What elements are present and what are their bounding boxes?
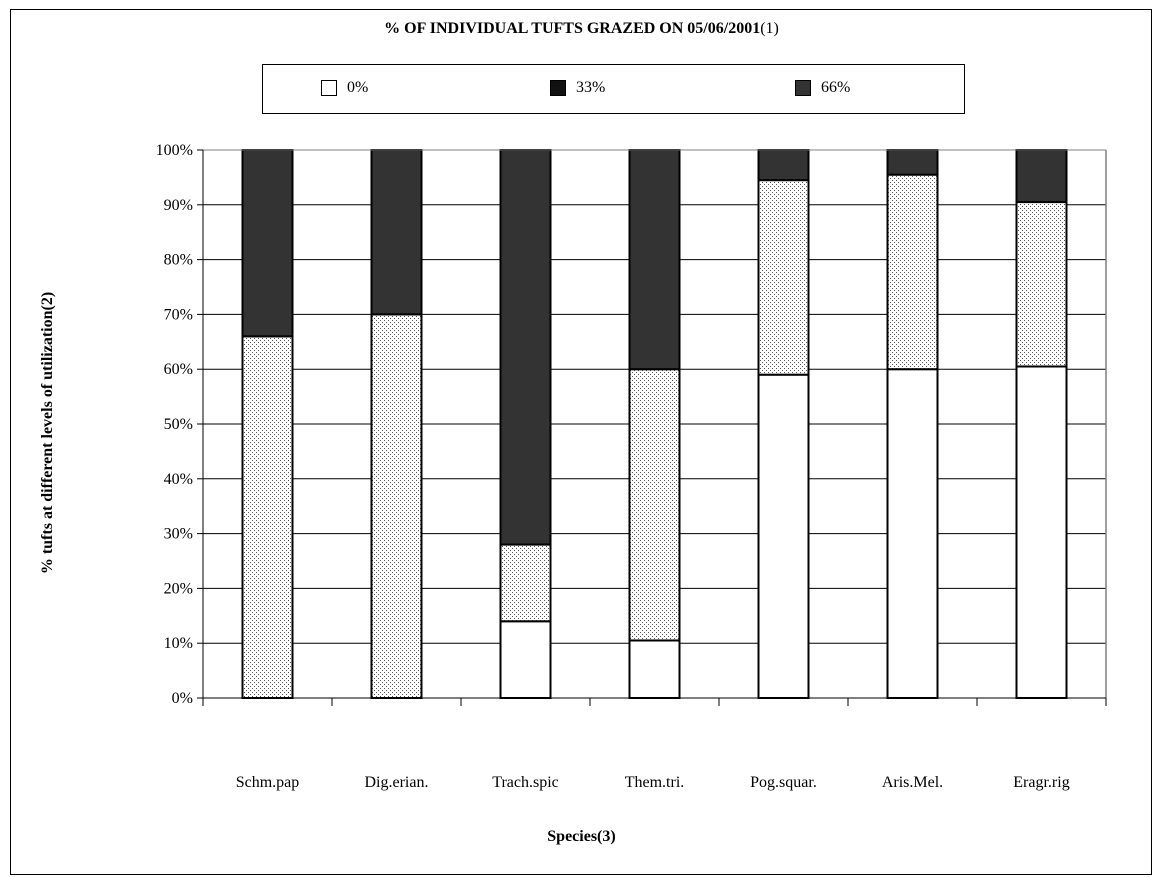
x-tick-label: Pog.squar. bbox=[750, 774, 817, 791]
bar-segment-33pct bbox=[499, 543, 552, 623]
y-tick-label: 50% bbox=[164, 416, 193, 433]
y-tick-label: 30% bbox=[164, 526, 193, 543]
legend-swatch-0 bbox=[321, 80, 337, 96]
legend-item-1: 33% bbox=[550, 78, 605, 98]
bar-segment-0pct bbox=[886, 368, 939, 699]
bar-segment-33pct bbox=[757, 179, 810, 376]
y-tick-label: 80% bbox=[164, 252, 193, 269]
bar-segment-66pct bbox=[1015, 149, 1068, 204]
bar-segment-0pct bbox=[628, 639, 681, 700]
chart-frame bbox=[10, 9, 1152, 875]
bar-segment-33pct bbox=[628, 368, 681, 642]
y-tick-label: 90% bbox=[164, 197, 193, 214]
y-tick-label: 60% bbox=[164, 361, 193, 378]
x-tick-label: Schm.pap bbox=[236, 774, 300, 791]
chart-title-text: % OF INDIVIDUAL TUFTS GRAZED ON 05/06/20… bbox=[384, 20, 761, 37]
y-tick-label: 20% bbox=[164, 580, 193, 597]
y-tick-label: 10% bbox=[164, 635, 193, 652]
y-tick-label: 100% bbox=[156, 142, 193, 159]
x-axis-label: Species(3) bbox=[547, 828, 616, 845]
chart-title-suffix: (1) bbox=[760, 20, 779, 37]
legend-item-2: 66% bbox=[795, 78, 850, 98]
chart-title: % OF INDIVIDUAL TUFTS GRAZED ON 05/06/20… bbox=[0, 20, 1163, 38]
legend-label-1: 33% bbox=[576, 79, 606, 96]
bar-segment-33pct bbox=[886, 173, 939, 371]
y-tick-label: 0% bbox=[172, 690, 193, 707]
x-tick-label: Eragr.rig bbox=[1013, 774, 1069, 791]
legend-swatch-2 bbox=[795, 80, 811, 96]
legend-label-2: 66% bbox=[821, 79, 851, 96]
x-tick-label: Dig.erian. bbox=[365, 774, 429, 791]
bar-segment-66pct bbox=[499, 149, 552, 546]
x-tick-label: Trach.spic bbox=[492, 774, 559, 791]
y-tick-label: 40% bbox=[164, 471, 193, 488]
legend-item-0: 0% bbox=[321, 78, 368, 98]
bar-segment-0pct bbox=[1015, 365, 1068, 699]
legend: 0% 33% 66% bbox=[262, 64, 965, 114]
bar-segment-33pct bbox=[370, 313, 423, 699]
legend-swatch-1 bbox=[550, 80, 566, 96]
x-tick-label: Aris.Mel. bbox=[882, 774, 943, 791]
bar-segment-33pct bbox=[241, 335, 294, 699]
bar-segment-0pct bbox=[757, 373, 810, 699]
bar-segment-66pct bbox=[757, 149, 810, 182]
x-tick-label: Them.tri. bbox=[625, 774, 685, 791]
bar-segment-66pct bbox=[886, 149, 939, 176]
bar-segment-66pct bbox=[370, 149, 423, 316]
bar-segment-66pct bbox=[241, 149, 294, 338]
bar-segment-33pct bbox=[1015, 201, 1068, 368]
bar-segment-0pct bbox=[499, 620, 552, 700]
bar-segment-66pct bbox=[628, 149, 681, 371]
y-tick-label: 70% bbox=[164, 306, 193, 323]
legend-label-0: 0% bbox=[347, 79, 369, 96]
